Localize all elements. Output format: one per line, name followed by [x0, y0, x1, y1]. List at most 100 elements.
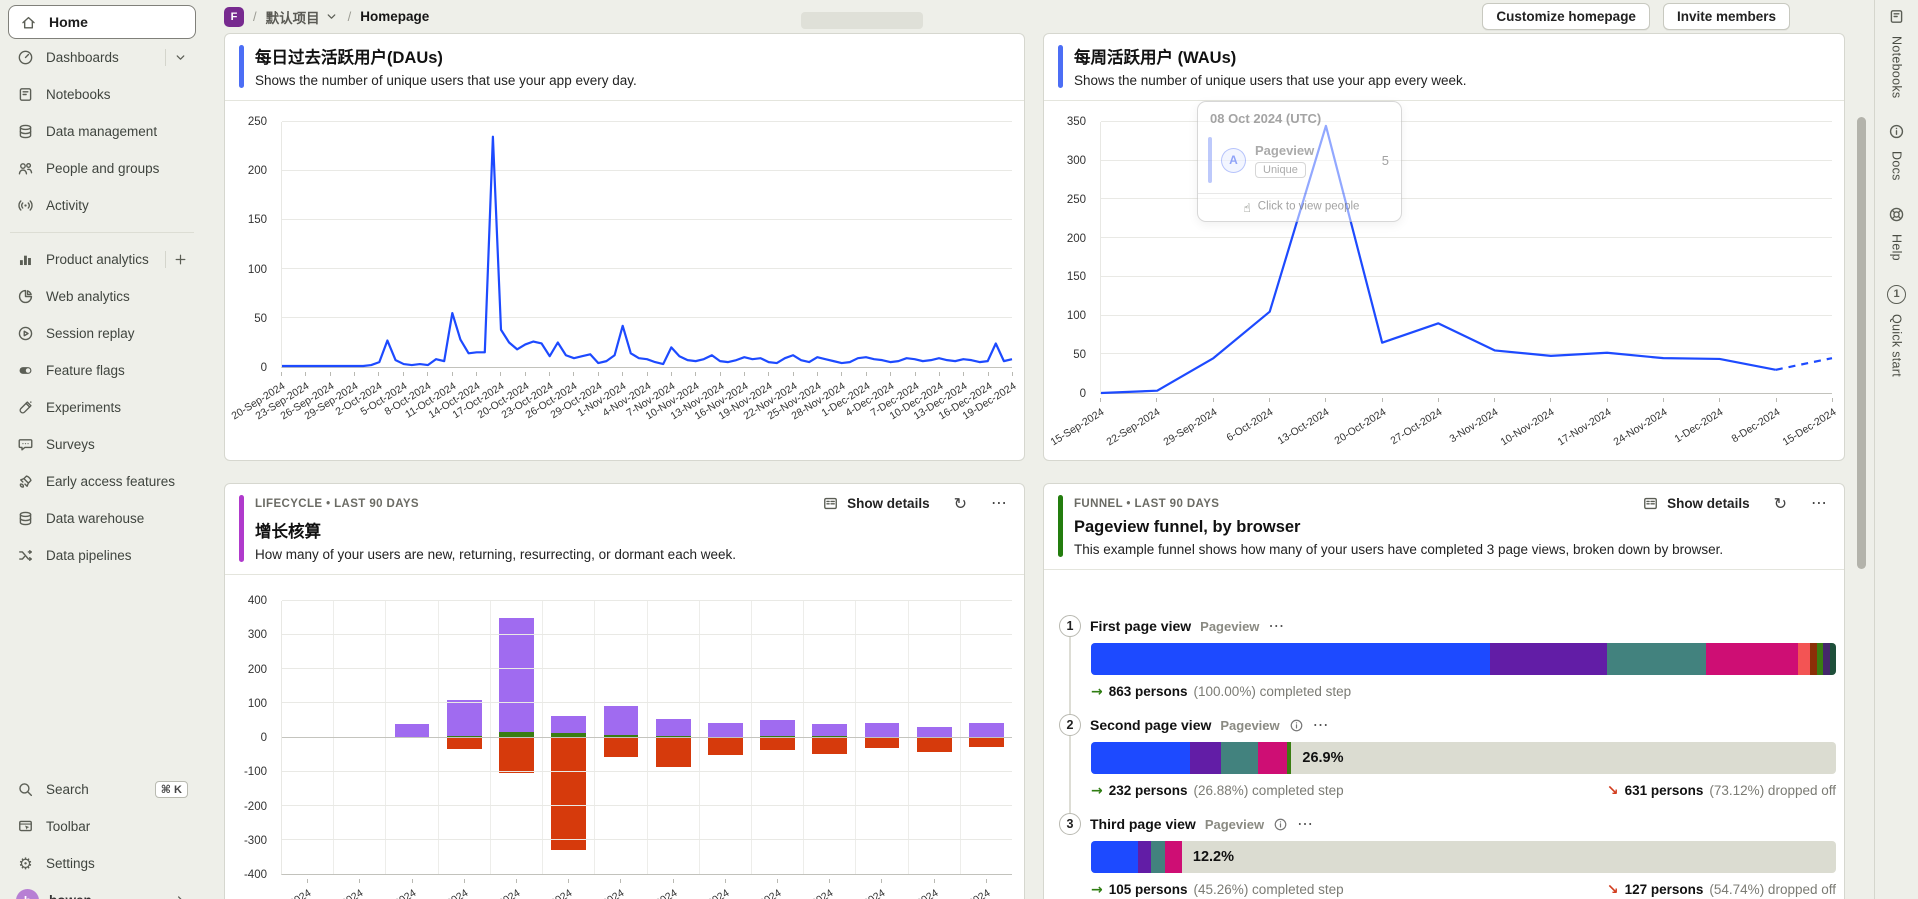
dropped-count[interactable]: 631 persons [1624, 782, 1704, 798]
insight-title[interactable]: 每周活跃用户 (WAUs) [1074, 49, 1237, 67]
x-axis-tickmark [568, 879, 570, 883]
breadcrumb-project[interactable]: 默认项目 [266, 7, 339, 27]
info-icon[interactable] [1273, 817, 1288, 832]
insight-accent-ribbon [1058, 495, 1063, 557]
sidebar-item-data-warehouse[interactable]: Data warehouse [8, 500, 196, 537]
x-axis-tickmark [1268, 398, 1270, 402]
chevron-down-icon[interactable] [173, 50, 188, 65]
search-icon [16, 780, 35, 799]
x-axis-tick: 22-Sep-2024 [256, 887, 314, 899]
funnel-bar[interactable]: 26.9% [1091, 742, 1836, 774]
x-axis-tickmark [670, 372, 672, 376]
refresh-icon[interactable]: ↻ [1773, 493, 1787, 513]
more-options-icon[interactable]: ⋯ [991, 494, 1008, 512]
more-options-icon[interactable]: ⋯ [1312, 716, 1330, 734]
rail-item-help[interactable]: Help [1887, 205, 1906, 261]
sidebar-item-early-access-features[interactable]: Early access features [8, 463, 196, 500]
refresh-icon[interactable]: ↻ [953, 493, 967, 513]
sidebar-item-toolbar[interactable]: Toolbar [8, 808, 196, 845]
funnel-step-footer: → 863 persons (100.00%) completed step [1091, 682, 1836, 700]
resurrecting-bar [655, 718, 691, 737]
dropped-count[interactable]: 127 persons [1624, 881, 1704, 897]
x-axis-tick: 22-Sep-2024 [1104, 406, 1163, 449]
lifecycle-week-column[interactable] [333, 601, 385, 874]
insight-title[interactable]: Pageview funnel, by browser [1074, 518, 1301, 536]
breadcrumb-page[interactable]: Homepage [360, 9, 430, 24]
rail-item-docs[interactable]: Docs [1887, 122, 1906, 181]
show-details-button[interactable]: Show details [1641, 494, 1750, 513]
funnel-bar-segment [1607, 643, 1706, 675]
more-options-icon[interactable]: ⋯ [1297, 815, 1315, 833]
insight-subtitle: Shows the number of unique users that us… [255, 73, 637, 88]
sidebar-item-experiments[interactable]: Experiments [8, 389, 196, 426]
sidebar-item-notebooks[interactable]: Notebooks [8, 76, 196, 113]
sidebar-item-web-analytics[interactable]: Web analytics [8, 278, 196, 315]
lifecycle-week-column[interactable] [803, 601, 855, 874]
info-icon[interactable] [1289, 718, 1304, 733]
lifecycle-week-column[interactable] [959, 601, 1012, 874]
x-axis-tickmark [1437, 398, 1439, 402]
dau-line-chart[interactable] [281, 121, 1012, 368]
sidebar-item-settings[interactable]: ⚙ Settings [8, 845, 196, 882]
x-axis-tick: 13-Oct-2024 [1275, 406, 1332, 448]
funnel-bar[interactable]: 12.2% [1091, 841, 1836, 873]
sidebar-item-home[interactable]: Home [8, 5, 196, 39]
y-axis-tick: -100 [243, 766, 267, 779]
sidebar-item-dashboards[interactable]: Dashboards [8, 39, 196, 76]
more-options-icon[interactable]: ⋯ [1811, 494, 1828, 512]
lifecycle-week-column[interactable] [542, 601, 594, 874]
list-details-icon [1641, 494, 1660, 513]
completed-count[interactable]: 232 persons [1108, 782, 1188, 798]
sidebar-item-search[interactable]: Search ⌘ K [8, 771, 196, 808]
sidebar-item-data-management[interactable]: Data management [8, 113, 196, 150]
resurrecting-bar [499, 618, 534, 733]
rail-item-notebooks[interactable]: Notebooks [1887, 7, 1906, 98]
sidebar-item-session-replay[interactable]: Session replay [8, 315, 196, 352]
completed-count[interactable]: 863 persons [1108, 683, 1188, 699]
sidebar-item-activity[interactable]: Activity [8, 187, 196, 224]
lifecycle-week-column[interactable] [282, 601, 333, 874]
funnel-bar-segment [1286, 742, 1292, 774]
more-options-icon[interactable]: ⋯ [1268, 617, 1286, 635]
invite-members-button[interactable]: Invite members [1662, 3, 1790, 30]
completed-count[interactable]: 105 persons [1108, 881, 1188, 897]
scrollbar-thumb[interactable] [1857, 117, 1866, 569]
customize-homepage-button[interactable]: Customize homepage [1482, 3, 1650, 30]
funnel-bar-segment [1151, 841, 1165, 873]
sidebar-item-label: Toolbar [46, 819, 91, 834]
lifecycle-week-column[interactable] [385, 601, 437, 874]
lifecycle-week-column[interactable] [594, 601, 646, 874]
insight-title[interactable]: 每日过去活跃用户(DAUs) [255, 49, 443, 67]
resurrecting-bar [446, 699, 482, 736]
sidebar-item-data-pipelines[interactable]: Data pipelines [8, 537, 196, 574]
pie-chart-icon [16, 287, 35, 306]
x-axis-tick: 1-Dec-2024 [1672, 406, 1726, 446]
completed-arrow-icon: → [1091, 881, 1103, 898]
x-axis-tickmark [865, 372, 867, 376]
sidebar-item-surveys[interactable]: Surveys [8, 426, 196, 463]
sidebar-item-people-and-groups[interactable]: People and groups [8, 150, 196, 187]
dormant-bar [446, 737, 482, 750]
lifecycle-week-column[interactable] [646, 601, 699, 874]
lifecycle-week-column[interactable] [907, 601, 960, 874]
lifecycle-week-column[interactable] [855, 601, 907, 874]
x-axis-tickmark [500, 372, 502, 376]
project-avatar[interactable]: F [224, 6, 244, 27]
show-details-button[interactable]: Show details [821, 494, 930, 513]
lifecycle-week-column[interactable] [437, 601, 490, 874]
gridline [1101, 198, 1832, 200]
y-axis-labels: -400 -300 -200 -100 0 100 200 300 400 [225, 595, 275, 881]
lifecycle-week-column[interactable] [698, 601, 751, 874]
plus-icon[interactable] [173, 252, 188, 267]
lifecycle-bar-chart[interactable] [281, 600, 1012, 875]
insight-title[interactable]: 增长核算 [255, 523, 321, 541]
x-axis-tick: 24-Nov-2024 [726, 887, 784, 899]
rail-item-quick-start[interactable]: 1 Quick start [1887, 285, 1906, 377]
sidebar-item-feature-flags[interactable]: Feature flags [8, 352, 196, 389]
lifecycle-week-column[interactable] [750, 601, 803, 874]
lifecycle-week-column[interactable] [489, 601, 542, 874]
sidebar-item-product-analytics[interactable]: Product analytics [8, 241, 196, 278]
wau-line-chart[interactable] [1100, 121, 1832, 394]
sidebar-user-menu[interactable]: b bowen [8, 882, 196, 899]
funnel-bar[interactable] [1091, 643, 1836, 675]
